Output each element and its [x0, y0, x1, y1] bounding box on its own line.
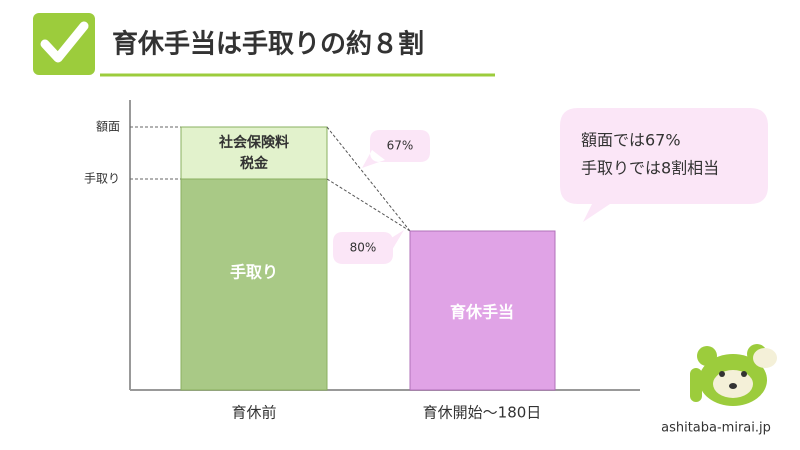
segment-label: 税金 [240, 155, 269, 172]
mascot [690, 344, 777, 406]
level-label: 手取り [84, 172, 120, 186]
bar-segment [409, 230, 556, 391]
note-bubble [560, 108, 768, 222]
guide-line [326, 178, 411, 232]
note-text: 手取りでは8割相当 [581, 159, 719, 178]
bar-label: 育休開始〜180日 [423, 404, 542, 422]
title: 育休手当は手取りの約８割 [112, 29, 424, 60]
level-label: 額面 [96, 120, 120, 134]
segment-label: 育休手当 [450, 303, 514, 322]
segment-label: 手取り [230, 263, 278, 282]
callout-bubble [333, 230, 404, 264]
callout-text: 80% [350, 241, 377, 255]
segment-label: 社会保険料 [218, 134, 289, 151]
callout-text: 67% [387, 139, 414, 153]
check-mark [40, 21, 89, 63]
bar-label: 育休前 [231, 404, 276, 422]
site-name: ashitaba-mirai.jp [661, 421, 771, 436]
bar-segment [180, 126, 328, 180]
callout-bubble [362, 130, 430, 168]
guide-line [326, 126, 411, 232]
note-text: 額面では67% [581, 131, 681, 150]
bar-segment [180, 178, 328, 391]
